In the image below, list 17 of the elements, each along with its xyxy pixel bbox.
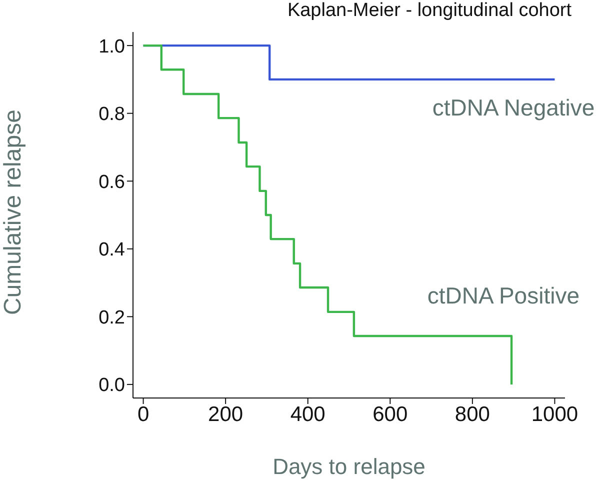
x-tick-label: 800	[454, 402, 490, 426]
y-tick-label: 0.8	[98, 104, 125, 126]
x-tick-label: 1000	[531, 402, 578, 426]
series-label: ctDNA Positive	[427, 282, 580, 308]
y-tick-label: 0.0	[98, 375, 125, 396]
y-axis-title: Cumulative relapse	[0, 110, 27, 315]
x-axis-title: Days to relapse	[272, 454, 426, 479]
y-tick-label: 0.2	[98, 307, 125, 328]
x-tick-label: 200	[208, 402, 244, 426]
x-tick-label: 0	[137, 402, 150, 426]
x-tick-label: 600	[372, 402, 408, 426]
y-tick-label: 0.4	[98, 240, 126, 261]
chart-title: Kaplan-Meier - longitudinal cohort	[286, 0, 573, 22]
x-tick-label: 400	[290, 402, 326, 426]
y-tick-label: 0.6	[98, 172, 125, 193]
y-tick-label: 1.0	[98, 36, 125, 58]
series-label: ctDNA Negative	[432, 94, 595, 120]
